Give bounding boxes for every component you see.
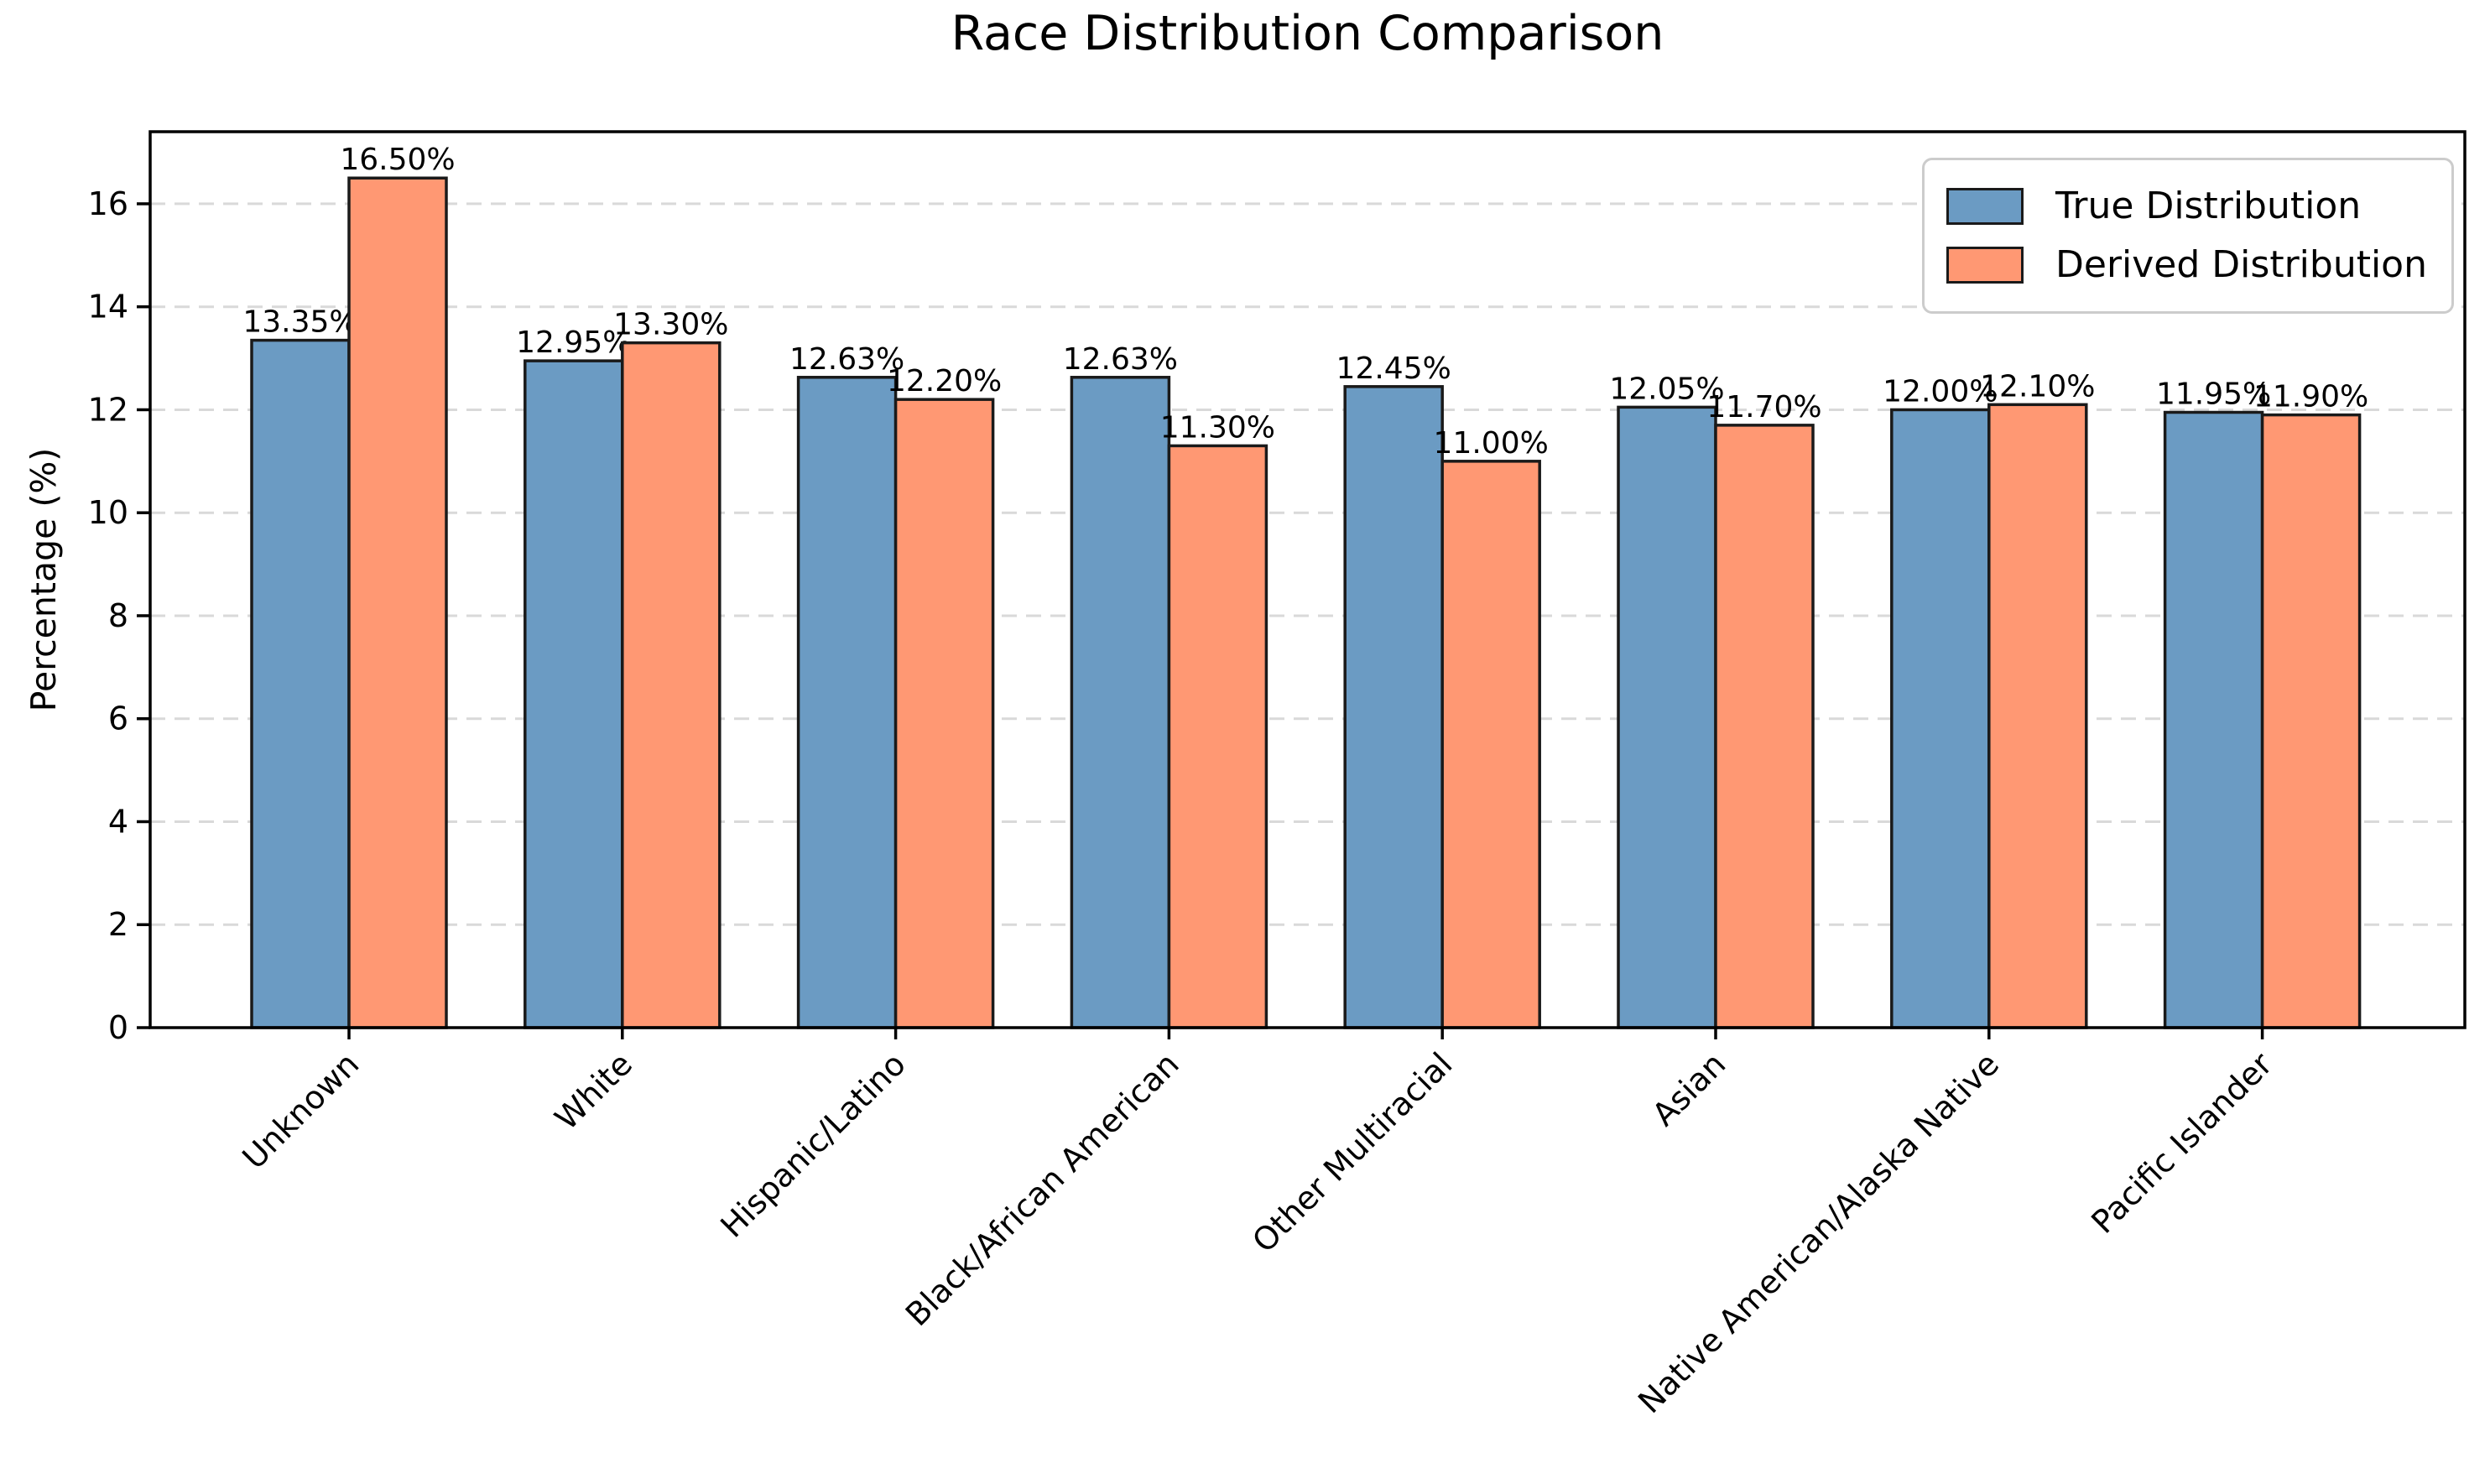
x-tick-label: Asian	[1645, 1045, 1732, 1133]
bar-true-distribution	[796, 376, 898, 1029]
bar-value-label: 12.63%	[789, 342, 904, 377]
bar-value-label: 11.30%	[1160, 410, 1275, 445]
bar-value-label: 11.00%	[1434, 426, 1549, 461]
bar-value-label: 12.00%	[1883, 374, 1998, 409]
legend-label-true-distribution: True Distribution	[2055, 185, 2362, 227]
x-tick-label: Other Multiracial	[1245, 1045, 1459, 1259]
bar-value-label: 12.45%	[1336, 351, 1451, 386]
bar-true-distribution	[2163, 410, 2264, 1029]
x-tick-label: Hispanic/Latino	[713, 1045, 913, 1245]
x-tick-label: Unknown	[236, 1045, 367, 1176]
y-tick-label: 6	[108, 700, 128, 737]
y-tick-label: 4	[108, 803, 128, 840]
chart-title: Race Distribution Comparison	[951, 6, 1664, 61]
bar-value-label: 11.90%	[2253, 380, 2368, 414]
bar-derived-distribution	[1440, 460, 1541, 1029]
legend-label-derived-distribution: Derived Distribution	[2055, 243, 2427, 286]
bar-value-label: 12.10%	[1980, 369, 2095, 404]
y-tick-label: 8	[108, 597, 128, 634]
legend-swatch-derived-distribution	[1946, 247, 2024, 284]
y-tick-label: 2	[108, 906, 128, 943]
bar-value-label: 12.95%	[516, 325, 631, 360]
bar-value-label: 12.20%	[887, 364, 1002, 398]
bar-value-label: 13.35%	[242, 305, 357, 340]
bar-value-label: 11.70%	[1706, 390, 1821, 424]
bar-derived-distribution	[347, 176, 448, 1029]
bar-true-distribution	[1617, 405, 1717, 1029]
bar-value-label: 12.05%	[1609, 372, 1724, 406]
bar-value-label: 12.63%	[1063, 342, 1178, 377]
bar-true-distribution	[1890, 408, 1991, 1029]
y-tick-label: 10	[88, 494, 128, 531]
legend-swatch-true-distribution	[1946, 188, 2024, 225]
y-axis-label: Percentage (%)	[23, 447, 64, 712]
bar-derived-distribution	[621, 341, 721, 1029]
bar-derived-distribution	[1714, 424, 1815, 1029]
bar-true-distribution	[1343, 385, 1444, 1029]
bar-value-label: 16.50%	[340, 143, 455, 177]
plot-border	[148, 130, 2467, 1029]
bar-true-distribution	[524, 359, 624, 1029]
bar-value-label: 13.30%	[613, 308, 728, 342]
bar-derived-distribution	[1987, 403, 2088, 1029]
bar-derived-distribution	[1167, 444, 1268, 1029]
y-tick-label: 0	[108, 1009, 128, 1046]
bar-true-distribution	[1070, 376, 1171, 1029]
x-tick-label: Pacific Islander	[2084, 1045, 2279, 1241]
y-tick-label: 16	[88, 185, 128, 222]
y-tick-label: 14	[88, 289, 128, 325]
legend-entry-true-distribution: True Distribution	[1946, 188, 2430, 225]
y-tick-label: 12	[88, 391, 128, 428]
x-tick-label: Black/African American	[899, 1045, 1186, 1333]
legend-entry-derived-distribution: Derived Distribution	[1946, 247, 2430, 284]
bar-derived-distribution	[893, 398, 995, 1029]
bar-derived-distribution	[2260, 413, 2362, 1029]
bar-true-distribution	[250, 338, 351, 1029]
legend: True Distribution Derived Distribution	[1922, 158, 2454, 314]
x-tick-label: White	[548, 1045, 639, 1137]
bar-value-label: 11.95%	[2156, 378, 2271, 412]
